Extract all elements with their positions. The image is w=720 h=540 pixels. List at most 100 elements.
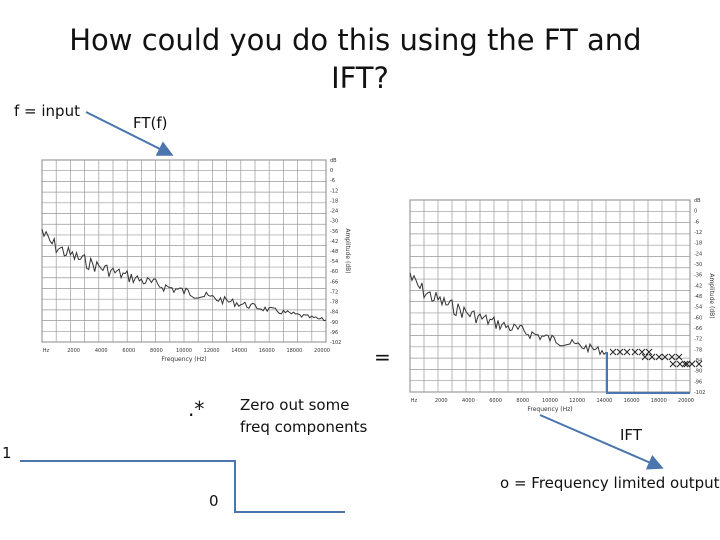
cutoff-line [606,352,690,394]
x-tick-label: 6000 [122,348,135,354]
output-label: o = Frequency limited output [500,474,720,492]
y-tick-label: dB [694,198,701,204]
mask-step [20,460,345,513]
spectrum-trace [409,272,607,356]
zero-mark [676,360,684,368]
x-tick-label: 12000 [204,348,220,354]
times-label: .* [188,397,204,421]
y-tick-label: -72 [330,289,338,295]
y-tick-label: -102 [694,390,705,396]
zero-mark [661,353,669,361]
y-tick-label: -66 [330,279,338,285]
y-tick-label: -54 [330,259,338,265]
y-tick-label: -84 [330,310,338,316]
spectrum-plot: Hz 2000 4000 6000 8000 10000 12000 14000 16000 18… [41,158,351,363]
zero-mark [641,353,649,361]
y-tick-label: -90 [694,369,702,375]
y-tick-label: -24 [330,209,338,215]
y-tick-label: dB [330,158,337,164]
y-tick-label: -18 [330,198,338,204]
y-tick-label: -72 [694,337,702,343]
y-tick-label: -60 [694,315,702,321]
y-tick-label: -78 [694,347,702,353]
title-line: IFT? [331,61,389,95]
y-tick-label: -30 [330,219,338,225]
zero-out-label: Zero out some freq components [240,396,367,436]
x-tick-label: 4000 [462,398,475,404]
x-tick-label: 18000 [286,348,302,354]
y-tick-label: -36 [694,273,702,279]
x-tick-label: 8000 [516,398,529,404]
zero-mark [655,353,663,361]
equals-label: = [374,345,391,369]
x-tick-label: Hz [411,398,418,404]
y-tick-label: -36 [330,229,338,235]
zero-mark [623,348,631,356]
y-tick-label: -6 [330,178,335,184]
title: How could you do this using the FT and I… [69,23,651,95]
y-tick-label: -96 [694,379,702,385]
zero-mark [681,360,689,368]
y-tick-label: -102 [330,340,341,346]
input-label: f = input [14,102,80,120]
zero-mark [695,360,703,368]
ft-label: FT(f) [133,114,168,132]
title-line: How could you do this using the FT and [69,23,641,57]
spectrum-plot: Hz 2000 4000 6000 8000 10000 12000 14000 16000 18… [409,198,715,413]
x-tick-label: 16000 [624,398,640,404]
zero-label: 0 [209,492,219,510]
zero-mark [683,360,691,368]
x-tick-label: Hz [43,348,50,354]
zero-mark [631,348,639,356]
y-axis-label: Amplitude (dB) [708,273,715,318]
y-tick-label: -12 [330,188,338,194]
y-tick-label: -12 [694,230,702,236]
y-tick-label: -66 [694,326,702,332]
x-tick-label: 16000 [259,348,275,354]
x-tick-label: 14000 [231,348,247,354]
ift-label: IFT [620,426,643,444]
zero-mark [638,348,646,356]
zero-mark [668,353,676,361]
arrow [539,414,664,470]
y-tick-label: 0 [330,168,333,174]
x-tick-label: 20000 [678,398,694,404]
x-tick-label: 10000 [176,348,192,354]
x-tick-label: 10000 [542,398,558,404]
y-tick-label: -42 [330,239,338,245]
y-tick-label: -48 [694,294,702,300]
x-tick-label: 14000 [596,398,612,404]
x-tick-label: 8000 [150,348,163,354]
x-tick-label: 18000 [651,398,667,404]
x-tick-label: 20000 [314,348,330,354]
zero-mark [675,353,683,361]
arrow [85,111,174,156]
y-tick-label: -6 [694,219,699,225]
zero-mark [648,353,656,361]
y-axis-label: Amplitude (dB) [344,228,351,273]
y-tick-label: -84 [694,358,702,364]
one-label: 1 [2,444,12,462]
y-tick-label: -60 [330,269,338,275]
y-tick-label: -18 [694,241,702,247]
zero-mark [609,348,617,356]
x-tick-label: 2000 [67,348,80,354]
label-line: Zero out some [240,396,349,414]
zero-mark [616,348,624,356]
y-tick-label: 0 [694,209,697,215]
x-tick-label: 12000 [569,398,585,404]
y-tick-label: -48 [330,249,338,255]
x-tick-label: 4000 [95,348,108,354]
zero-mark [645,348,653,356]
y-tick-label: -42 [694,283,702,289]
x-tick-label: 2000 [435,398,448,404]
y-tick-label: -90 [330,320,338,326]
zero-mark [688,360,696,368]
x-axis-label: Frequency (Hz) [161,356,206,363]
y-tick-label: -54 [694,305,702,311]
spectrum-trace [41,228,327,322]
y-tick-label: -96 [330,330,338,336]
x-tick-label: 6000 [489,398,502,404]
y-tick-label: -30 [694,262,702,268]
